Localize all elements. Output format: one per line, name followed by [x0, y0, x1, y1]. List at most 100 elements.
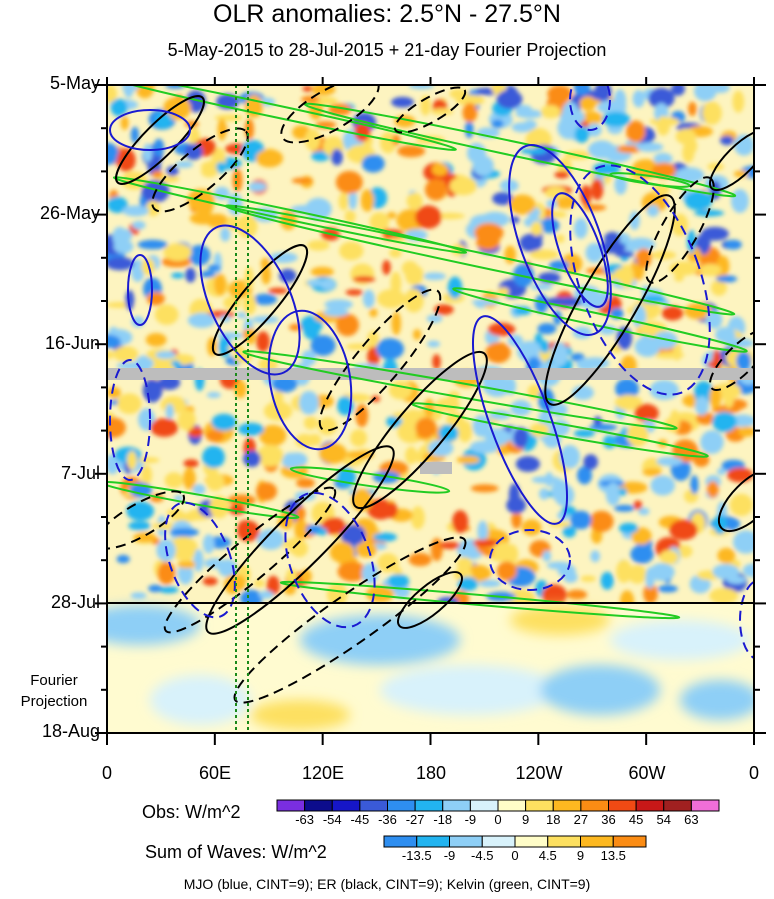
obs-anomaly-cell [585, 242, 604, 263]
obs-anomaly-cell [717, 547, 736, 564]
colorbar-tick-label: 63 [684, 812, 699, 827]
obs-anomaly-cell [140, 465, 153, 486]
obs-anomaly-cell [116, 554, 130, 564]
obs-anomaly-cell [387, 574, 410, 589]
obs-anomaly-cell [642, 468, 662, 477]
obs-anomaly-cell [324, 299, 353, 310]
kelvin-contour [107, 85, 457, 151]
obs-anomaly-cell [268, 287, 288, 294]
obs-anomaly-cell [130, 592, 147, 599]
obs-anomaly-cell [649, 379, 679, 400]
obs-anomaly-cell [148, 584, 163, 593]
obs-anomaly-cell [237, 520, 255, 538]
obs-anomaly-cell [464, 120, 474, 139]
obs-anomaly-cell [128, 521, 151, 531]
colorbar-swatch [635, 799, 665, 812]
obs-anomaly-cell [456, 557, 473, 571]
obs-anomaly-cell [579, 96, 597, 111]
mjo-contour [508, 144, 612, 336]
obs-anomaly-cell [207, 264, 221, 272]
obs-anomaly-cell [266, 575, 280, 596]
er-contour [393, 86, 467, 134]
x-tick-label: 180 [415, 763, 447, 783]
obs-anomaly-cell [695, 396, 709, 416]
er-contour [709, 129, 754, 191]
obs-anomaly-cell [163, 243, 192, 262]
waves-colorbar-title: Sum of Waves: W/m^2 [145, 842, 327, 862]
projection-label-line: Fourier [30, 672, 78, 689]
obs-anomaly-cell [650, 475, 675, 496]
obs-anomaly-cell [183, 467, 196, 490]
colorbar-swatch [414, 799, 444, 812]
projection-anomaly-cell [150, 675, 250, 725]
obs-anomaly-cell [302, 85, 313, 92]
obs-anomaly-cell [630, 544, 654, 564]
obs-anomaly-cell [202, 534, 215, 554]
obs-anomaly-cell [426, 314, 443, 323]
obs-anomaly-cell [408, 552, 432, 567]
obs-anomaly-cell [701, 101, 722, 125]
mjo-contour [267, 309, 353, 451]
mjo-contour [489, 529, 571, 591]
obs-anomaly-cell [583, 454, 598, 470]
colorbar-swatch [276, 799, 306, 812]
kelvin-contour [303, 102, 737, 198]
obs-anomaly-cell [688, 101, 697, 117]
obs-anomaly-cell [237, 214, 258, 238]
obs-anomaly-cell [339, 241, 364, 261]
obs-anomaly-cell [122, 205, 150, 217]
mjo-contour [127, 254, 153, 326]
obs-anomaly-cell [712, 349, 721, 374]
obs-anomaly-cell [590, 550, 601, 563]
colorbar-swatch [552, 799, 582, 812]
obs-anomaly-cell [107, 334, 121, 349]
obs-anomaly-cell [423, 272, 447, 281]
obs-anomaly-cell [570, 510, 592, 530]
obs-anomaly-cell [682, 142, 695, 163]
obs-anomaly-cell [638, 507, 650, 516]
colorbar-swatch [514, 835, 549, 848]
mjo-contour [739, 580, 754, 660]
colorbar-tick-label: -13.5 [401, 848, 432, 863]
obs-anomaly-cell [405, 446, 418, 465]
obs-anomaly-cell [508, 483, 520, 508]
kelvin-contour [279, 580, 681, 620]
obs-anomaly-cell [388, 380, 413, 400]
obs-anomaly-cell [677, 545, 693, 558]
obs-anomaly-cell [391, 96, 414, 108]
obs-anomaly-cell [256, 444, 284, 467]
obs-anomaly-cell [132, 220, 146, 230]
obs-anomaly-cell [431, 163, 448, 176]
colorbar-swatch [304, 799, 333, 812]
obs-anomaly-cell [435, 397, 460, 412]
obs-anomaly-cell [255, 149, 284, 168]
mjo-contour [109, 359, 151, 481]
colorbar-swatch [608, 799, 637, 812]
obs-anomaly-cell [729, 493, 753, 517]
obs-anomaly-cell [573, 218, 588, 239]
obs-anomaly-cell [107, 386, 121, 399]
obs-anomaly-cell [281, 452, 302, 469]
obs-anomaly-cell [560, 109, 585, 126]
obs-anomaly-cell [559, 445, 580, 469]
obs-anomaly-cell [477, 520, 489, 543]
obs-anomaly-cell [120, 115, 129, 130]
colorbar-tick-label: 0 [494, 812, 502, 827]
colorbar-swatch [663, 799, 692, 812]
obs-anomaly-cell [574, 125, 590, 143]
obs-anomaly-cell [724, 239, 742, 250]
mjo-contour [199, 224, 301, 376]
obs-anomaly-cell [253, 579, 265, 588]
obs-anomaly-cell [236, 312, 247, 319]
obs-anomaly-cell [618, 488, 628, 496]
er-contour [318, 288, 442, 432]
obs-anomaly-cell [258, 590, 274, 599]
obs-anomaly-cell [415, 135, 445, 144]
obs-anomaly-cell [163, 96, 192, 121]
obs-anomaly-cell [113, 239, 134, 254]
colorbar-tick-label: -4.5 [471, 848, 494, 863]
y-tick-label: 16-Jun [44, 333, 100, 353]
obs-anomaly-cell [130, 126, 139, 144]
obs-anomaly-cell [376, 338, 404, 360]
x-tick-label: 120E [301, 763, 345, 783]
